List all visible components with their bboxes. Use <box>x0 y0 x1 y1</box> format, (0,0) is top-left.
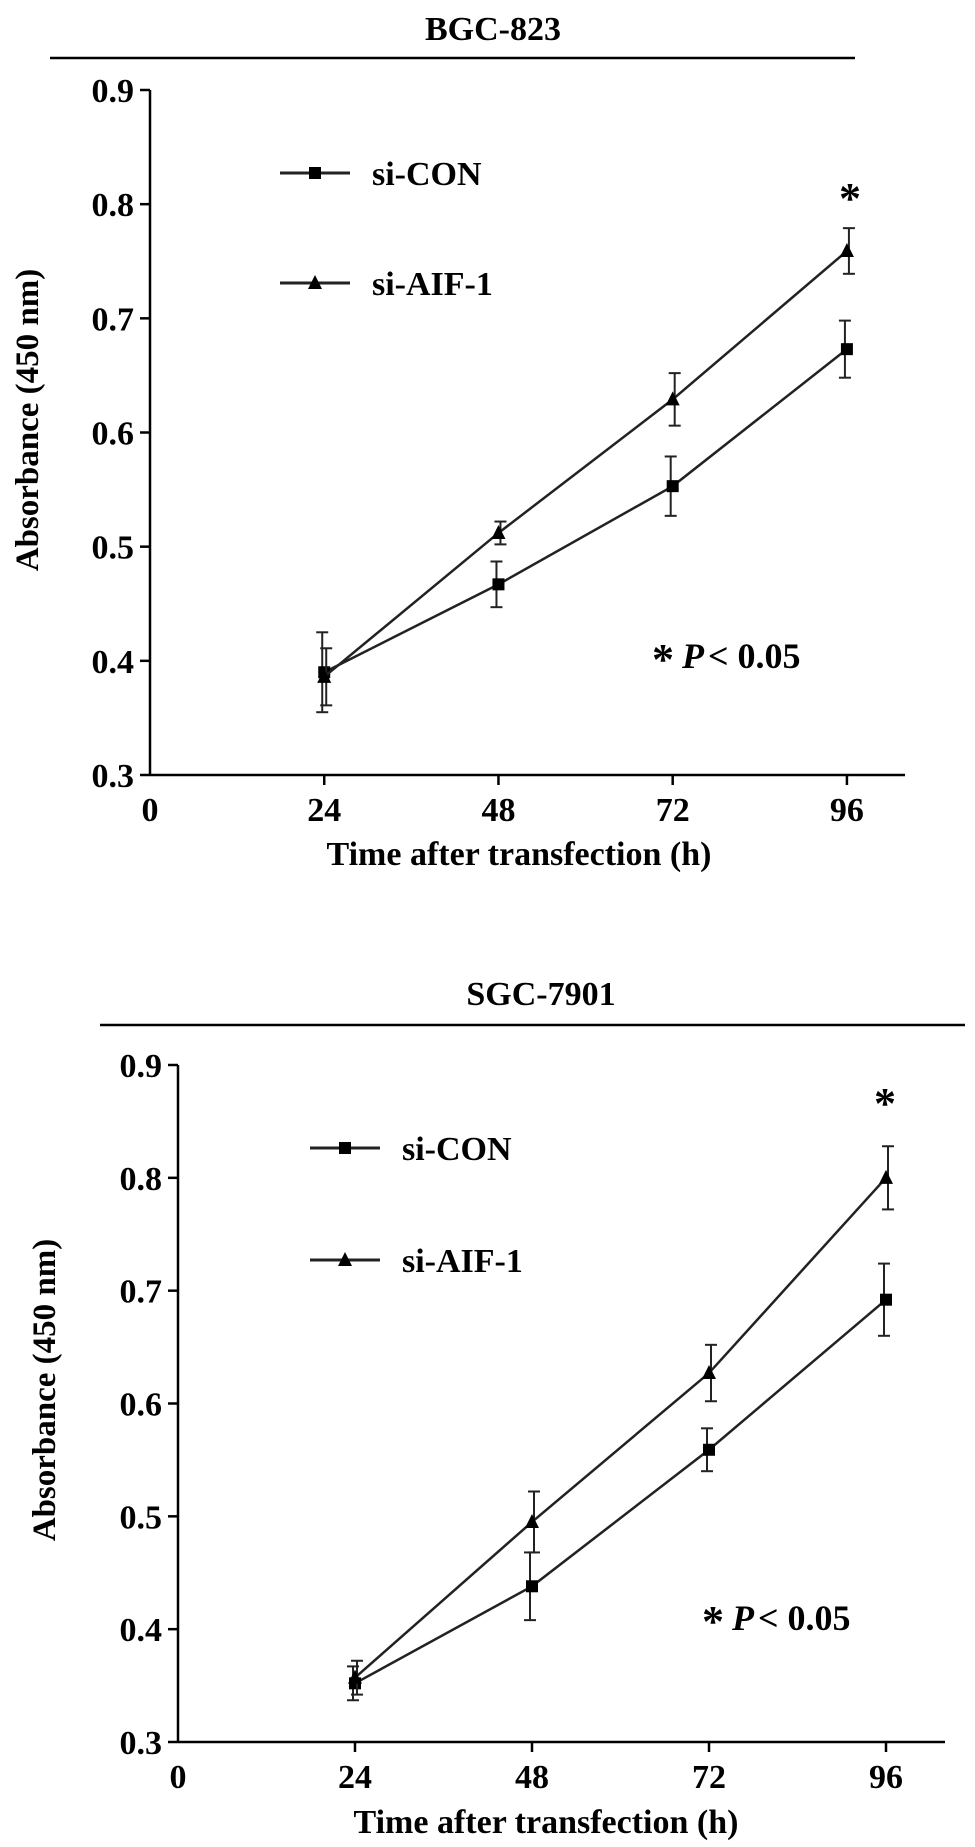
y-tick-label: 0.6 <box>120 1387 163 1424</box>
x-tick-label: 72 <box>656 792 690 829</box>
p-value-label: * P < 0.05 <box>702 1597 851 1646</box>
x-tick-label: 48 <box>515 1759 549 1796</box>
data-point <box>348 1669 362 1684</box>
legend-entry-si-con: si-CON <box>310 1131 512 1168</box>
x-tick-label: 72 <box>692 1759 726 1796</box>
y-tick-label: 0.7 <box>92 301 135 338</box>
p-value-threshold: < 0.05 <box>758 1598 851 1638</box>
chart-title: SGC-7901 <box>466 976 615 1013</box>
data-point <box>492 578 505 591</box>
x-tick-label: 48 <box>481 792 515 829</box>
x-tick-label: 24 <box>307 792 341 829</box>
legend: si-CON si-AIF-1 <box>280 156 493 303</box>
significance-star: * <box>874 1079 896 1128</box>
x-tick-label: 0 <box>142 792 159 829</box>
x-axis-label: Time after transfection (h) <box>354 1804 739 1841</box>
legend: si-CON si-AIF-1 <box>310 1131 523 1280</box>
legend-label: si-AIF-1 <box>372 266 493 303</box>
y-tick-label: 0.3 <box>92 758 135 795</box>
data-point <box>839 242 854 257</box>
y-tick-label: 0.7 <box>120 1274 163 1311</box>
y-tick-label: 0.8 <box>92 187 135 224</box>
series-line <box>323 348 848 674</box>
p-value-star: * <box>702 1597 724 1646</box>
x-tick-label: 96 <box>830 792 864 829</box>
x-tick-label: 96 <box>869 1759 903 1796</box>
p-value-star: * <box>652 635 674 684</box>
data-point <box>665 391 680 406</box>
x-axis-label: Time after transfection (h) <box>327 836 712 873</box>
chart-title: BGC-823 <box>425 11 561 48</box>
data-point <box>879 1169 893 1184</box>
data-point <box>317 668 332 683</box>
legend-entry-si-aif-1: si-AIF-1 <box>310 1243 523 1280</box>
data-point <box>880 1293 892 1306</box>
tick-labels: 0.3 0.4 0.5 0.6 0.7 0.8 0.9 0 24 48 72 96 <box>92 73 864 829</box>
legend-entry-si-con: si-CON <box>280 156 482 193</box>
series-si-con <box>316 319 853 714</box>
y-tick-label: 0.5 <box>120 1499 163 1536</box>
legend-marker <box>309 167 321 179</box>
data-point <box>703 1443 715 1456</box>
significance-star: * <box>839 174 861 223</box>
legend-marker <box>339 1142 351 1154</box>
x-tick-label: 0 <box>170 1759 187 1796</box>
axes <box>140 88 905 785</box>
legend-marker <box>308 275 322 289</box>
p-value-symbol: P <box>681 636 705 676</box>
p-value-symbol: P <box>731 1598 755 1638</box>
y-tick-label: 0.9 <box>92 73 135 110</box>
legend-label: si-CON <box>372 156 482 193</box>
legend-marker <box>338 1252 352 1266</box>
y-tick-label: 0.4 <box>92 644 135 681</box>
y-axis-label: Absorbance (450 nm) <box>10 269 46 572</box>
legend-entry-si-aif-1: si-AIF-1 <box>280 266 493 303</box>
y-tick-label: 0.3 <box>120 1725 163 1762</box>
chart-panel-bgc823: BGC-823 Absorbance (450 nm) Time after t… <box>10 11 905 873</box>
data-point <box>702 1365 716 1380</box>
data-point <box>666 480 679 493</box>
data-point <box>840 343 853 356</box>
p-value-label: * P < 0.05 <box>652 635 801 684</box>
y-tick-label: 0.5 <box>92 530 135 567</box>
series-line <box>354 1176 887 1679</box>
series-line <box>323 250 848 678</box>
y-tick-label: 0.4 <box>120 1612 163 1649</box>
series-line <box>354 1298 887 1685</box>
y-tick-label: 0.9 <box>120 1048 163 1085</box>
legend-label: si-AIF-1 <box>402 1243 523 1280</box>
chart-panel-sgc7901: SGC-7901 Absorbance (450 nm) Time after … <box>27 976 965 1841</box>
series-group <box>316 227 855 714</box>
p-value-threshold: < 0.05 <box>708 636 801 676</box>
data-point <box>491 524 506 539</box>
x-tick-label: 24 <box>338 1759 372 1796</box>
legend-label: si-CON <box>402 1131 512 1168</box>
y-axis-label: Absorbance (450 nm) <box>27 1239 63 1542</box>
tick-labels: 0.3 0.4 0.5 0.6 0.7 0.8 0.9 0 24 48 72 96 <box>120 1048 904 1796</box>
series-group <box>347 1145 894 1702</box>
series-si-aif-1 <box>317 227 855 707</box>
series-si-aif-1 <box>348 1145 894 1696</box>
y-tick-label: 0.8 <box>120 1161 163 1198</box>
y-tick-label: 0.6 <box>92 416 135 453</box>
data-point <box>526 1580 538 1593</box>
data-point <box>525 1513 539 1528</box>
axes <box>168 1063 945 1752</box>
